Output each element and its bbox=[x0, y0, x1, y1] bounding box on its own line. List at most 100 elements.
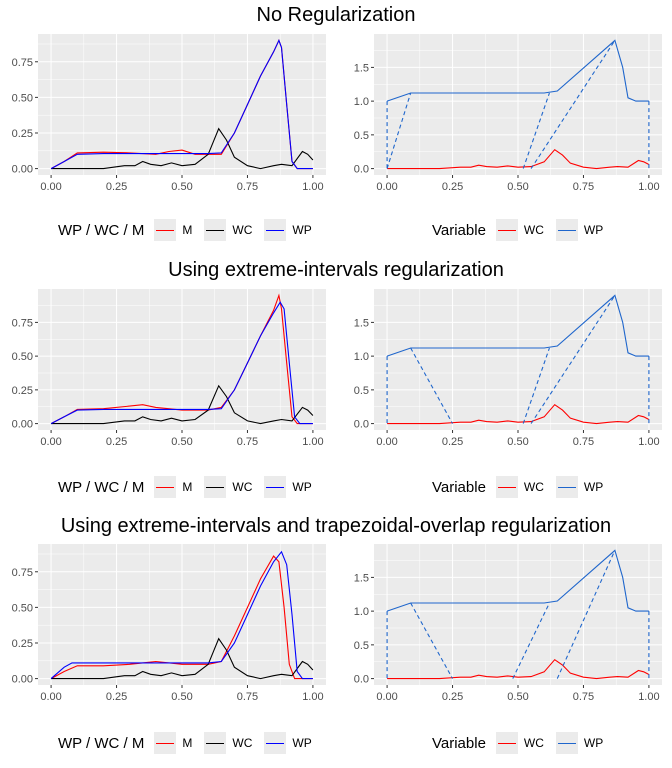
y-tick-label: 1.5 bbox=[354, 317, 369, 329]
y-tick-label: 0.0 bbox=[354, 674, 369, 686]
legend-key-wp bbox=[264, 219, 287, 241]
x-tick-label: 0.50 bbox=[171, 691, 192, 703]
series-wp-dashed-segment bbox=[410, 602, 454, 679]
x-tick-label: 0.50 bbox=[171, 181, 192, 193]
x-tick-label: 1.00 bbox=[302, 691, 323, 703]
series-wp-line bbox=[50, 550, 313, 680]
series-wp-dashed-segment bbox=[556, 550, 616, 679]
y-tick-label: 1.0 bbox=[354, 351, 369, 363]
x-tick-label: 0.75 bbox=[237, 181, 258, 193]
legend-row3-right: Variable WC WP bbox=[432, 731, 611, 755]
series-m-line bbox=[50, 293, 313, 425]
legend-label-wp: WP bbox=[583, 480, 604, 494]
legend-title: WP / WC / M bbox=[58, 221, 145, 239]
legend-key-wp bbox=[264, 476, 287, 498]
panel-row3-left: 0.00 0.25 0.50 0.75 1.00 0.00 0.25 0.50 0.75 bbox=[12, 544, 326, 703]
legend-label-wp: WP bbox=[292, 223, 312, 237]
legend-key-wc bbox=[495, 219, 518, 241]
y-tick-label: 0.5 bbox=[354, 130, 369, 142]
row-3-title: Using extreme-intervals and trapezoidal-… bbox=[60, 515, 612, 537]
y-tick-label: 1.5 bbox=[354, 62, 369, 74]
legend-label-wp: WP bbox=[292, 736, 312, 750]
legend-key-wp bbox=[555, 732, 578, 754]
y-tick-label: 0.00 bbox=[12, 164, 33, 176]
y-tick-label: 0.0 bbox=[354, 419, 369, 431]
panel-row2-left: 0.00 0.25 0.50 0.75 1.00 0.00 0.25 0.50 0.75 bbox=[12, 289, 326, 448]
x-tick-label: 1.00 bbox=[302, 436, 323, 448]
y-tick-label: 1.0 bbox=[354, 606, 369, 618]
legend-label-wc: WC bbox=[232, 223, 253, 237]
legend-key-m bbox=[154, 219, 177, 241]
x-tick-label: 0.00 bbox=[376, 181, 397, 193]
legend-key-wc bbox=[495, 732, 518, 754]
legend-label-wc: WC bbox=[232, 480, 253, 494]
y-tick-label: 0.50 bbox=[12, 351, 33, 363]
legend-label-wp: WP bbox=[583, 223, 604, 237]
x-tick-label: 0.75 bbox=[573, 181, 594, 193]
series-wc-line bbox=[387, 658, 650, 680]
series-wp-dashed-segment bbox=[530, 295, 616, 424]
series-wp-line bbox=[50, 38, 313, 170]
x-tick-label: 0.75 bbox=[573, 691, 594, 703]
legend-label-m: M bbox=[182, 480, 193, 494]
x-tick-label: 0.00 bbox=[40, 181, 61, 193]
series-wc-line bbox=[51, 384, 314, 425]
x-tick-label: 0.75 bbox=[573, 436, 594, 448]
y-tick-label: 0.5 bbox=[354, 640, 369, 652]
x-tick-label: 1.00 bbox=[638, 436, 659, 448]
x-tick-label: 1.00 bbox=[302, 181, 323, 193]
legend-title: Variable bbox=[432, 478, 486, 496]
y-tick-label: 1.0 bbox=[354, 96, 369, 108]
x-tick-label: 0.50 bbox=[507, 436, 528, 448]
x-tick-label: 1.00 bbox=[638, 691, 659, 703]
y-tick-label: 0.50 bbox=[12, 602, 33, 614]
legend-row1-left: WP / WC / M M WC WP bbox=[58, 218, 320, 242]
x-tick-label: 0.75 bbox=[237, 436, 258, 448]
series-wc-line bbox=[51, 127, 314, 170]
legend-key-wc bbox=[204, 476, 227, 498]
y-tick-label: 0.5 bbox=[354, 385, 369, 397]
series-wp-dashed-segment bbox=[386, 92, 412, 169]
row-1-title: No Regularization bbox=[256, 4, 416, 26]
x-tick-label: 0.25 bbox=[442, 436, 463, 448]
x-tick-label: 0.00 bbox=[40, 436, 61, 448]
x-tick-label: 0.50 bbox=[507, 691, 528, 703]
legend-key-wp bbox=[555, 476, 578, 498]
x-tick-label: 0.50 bbox=[507, 181, 528, 193]
y-tick-label: 1.5 bbox=[354, 572, 369, 584]
legend-title: Variable bbox=[432, 734, 486, 752]
series-wp-dashed-segment bbox=[522, 347, 550, 424]
x-tick-label: 0.00 bbox=[40, 691, 61, 703]
series-wp-dashed-segment bbox=[522, 92, 550, 169]
legend-row2-left: WP / WC / M M WC WP bbox=[58, 475, 320, 499]
legend-label-wc: WC bbox=[523, 223, 544, 237]
legend-row1-right: Variable WC WP bbox=[432, 218, 611, 242]
x-tick-label: 1.00 bbox=[638, 181, 659, 193]
series-wp-line bbox=[386, 549, 649, 612]
row-2-title: Using extreme-intervals regularization bbox=[168, 259, 504, 281]
legend-title: WP / WC / M bbox=[58, 478, 145, 496]
legend-key-m bbox=[154, 732, 177, 754]
y-tick-label: 0.25 bbox=[12, 385, 33, 397]
legend-label-m: M bbox=[182, 223, 193, 237]
legend-label-wc: WC bbox=[523, 480, 544, 494]
y-tick-label: 0.25 bbox=[12, 638, 33, 650]
legend-row2-right: Variable WC WP bbox=[432, 475, 611, 499]
series-wp-line bbox=[386, 39, 649, 102]
legend-key-wc bbox=[495, 476, 518, 498]
series-wc-line bbox=[387, 403, 650, 425]
legend-row3-left: WP / WC / M M WC WP bbox=[58, 731, 320, 755]
y-tick-label: 0.75 bbox=[12, 317, 33, 329]
legend-key-wp bbox=[264, 732, 287, 754]
x-tick-label: 0.25 bbox=[106, 436, 127, 448]
legend-title: Variable bbox=[432, 221, 486, 239]
x-tick-label: 0.75 bbox=[237, 691, 258, 703]
legend-label-m: M bbox=[182, 736, 193, 750]
legend-label-wc: WC bbox=[523, 736, 544, 750]
legend-label-wc: WC bbox=[232, 736, 253, 750]
legend-label-wp: WP bbox=[292, 480, 312, 494]
panel-row1-right: 0.00 0.25 0.50 0.75 1.00 0.0 0.5 1.0 1.5 bbox=[354, 34, 662, 193]
series-wp-dashed-segment bbox=[530, 40, 616, 169]
x-tick-label: 0.25 bbox=[106, 181, 127, 193]
